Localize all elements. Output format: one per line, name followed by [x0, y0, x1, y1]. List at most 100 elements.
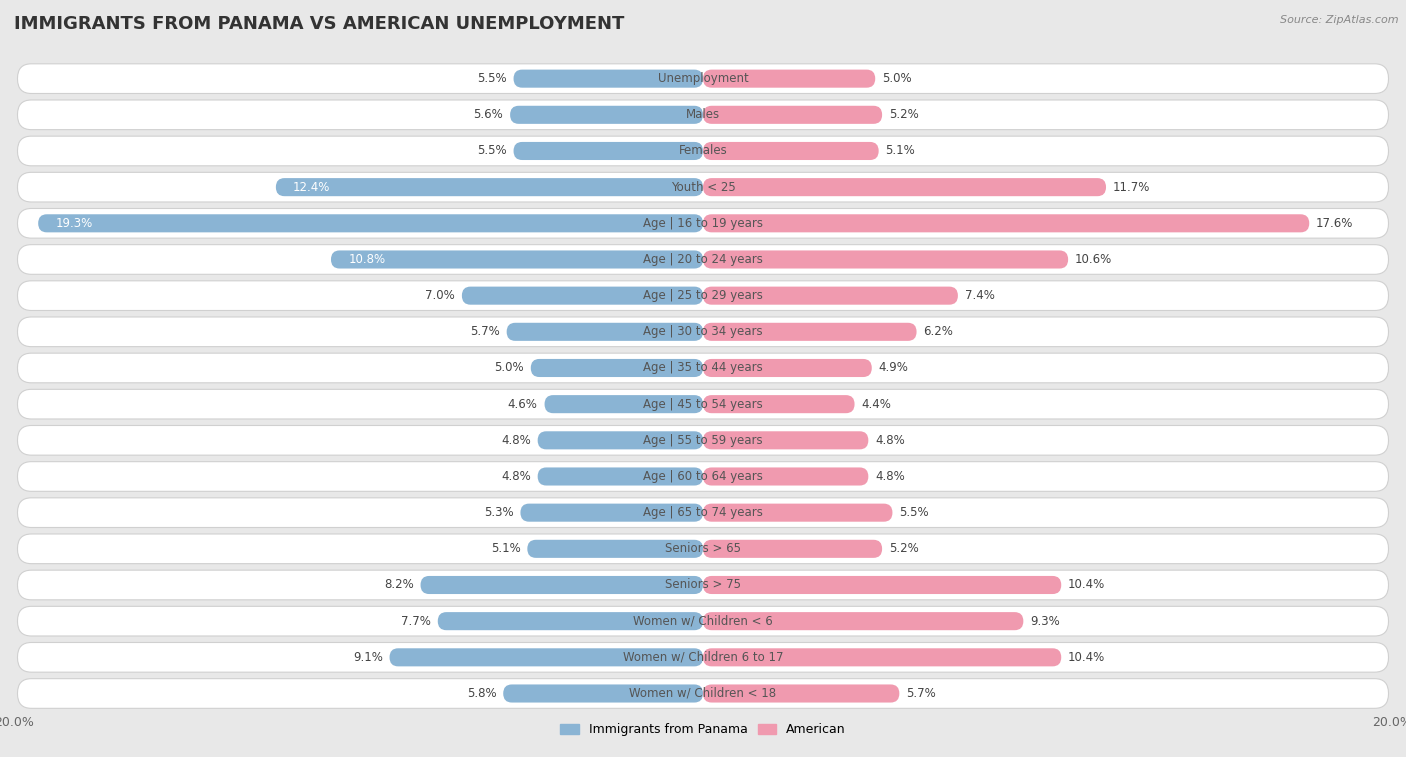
Text: 5.7%: 5.7% [907, 687, 936, 700]
FancyBboxPatch shape [703, 612, 1024, 630]
Text: 10.8%: 10.8% [349, 253, 385, 266]
Text: Seniors > 65: Seniors > 65 [665, 542, 741, 556]
Text: Age | 25 to 29 years: Age | 25 to 29 years [643, 289, 763, 302]
Text: 5.0%: 5.0% [495, 362, 524, 375]
Text: 7.4%: 7.4% [965, 289, 994, 302]
FancyBboxPatch shape [520, 503, 703, 522]
Text: 10.4%: 10.4% [1069, 651, 1105, 664]
Text: 5.2%: 5.2% [889, 542, 918, 556]
Text: 17.6%: 17.6% [1316, 217, 1354, 230]
FancyBboxPatch shape [703, 214, 1309, 232]
Text: 5.5%: 5.5% [900, 506, 929, 519]
Text: 7.7%: 7.7% [401, 615, 430, 628]
FancyBboxPatch shape [513, 142, 703, 160]
FancyBboxPatch shape [17, 498, 1389, 528]
FancyBboxPatch shape [437, 612, 703, 630]
FancyBboxPatch shape [510, 106, 703, 124]
Text: 10.6%: 10.6% [1076, 253, 1112, 266]
FancyBboxPatch shape [17, 679, 1389, 709]
Text: Seniors > 75: Seniors > 75 [665, 578, 741, 591]
Text: 4.6%: 4.6% [508, 397, 537, 410]
Text: 5.8%: 5.8% [467, 687, 496, 700]
Text: 19.3%: 19.3% [55, 217, 93, 230]
FancyBboxPatch shape [17, 317, 1389, 347]
FancyBboxPatch shape [17, 173, 1389, 202]
Text: Age | 35 to 44 years: Age | 35 to 44 years [643, 362, 763, 375]
Text: 11.7%: 11.7% [1114, 181, 1150, 194]
Text: IMMIGRANTS FROM PANAMA VS AMERICAN UNEMPLOYMENT: IMMIGRANTS FROM PANAMA VS AMERICAN UNEMP… [14, 15, 624, 33]
FancyBboxPatch shape [17, 425, 1389, 455]
FancyBboxPatch shape [703, 251, 1069, 269]
FancyBboxPatch shape [537, 431, 703, 450]
Text: 7.0%: 7.0% [425, 289, 456, 302]
FancyBboxPatch shape [703, 395, 855, 413]
FancyBboxPatch shape [537, 468, 703, 485]
FancyBboxPatch shape [703, 576, 1062, 594]
FancyBboxPatch shape [330, 251, 703, 269]
Text: Women w/ Children 6 to 17: Women w/ Children 6 to 17 [623, 651, 783, 664]
FancyBboxPatch shape [527, 540, 703, 558]
FancyBboxPatch shape [531, 359, 703, 377]
Text: Age | 30 to 34 years: Age | 30 to 34 years [643, 326, 763, 338]
Text: Unemployment: Unemployment [658, 72, 748, 85]
FancyBboxPatch shape [17, 354, 1389, 383]
Text: Age | 65 to 74 years: Age | 65 to 74 years [643, 506, 763, 519]
Text: Age | 20 to 24 years: Age | 20 to 24 years [643, 253, 763, 266]
Text: 4.9%: 4.9% [879, 362, 908, 375]
FancyBboxPatch shape [503, 684, 703, 702]
FancyBboxPatch shape [17, 389, 1389, 419]
FancyBboxPatch shape [703, 684, 900, 702]
Text: Age | 16 to 19 years: Age | 16 to 19 years [643, 217, 763, 230]
Text: 5.0%: 5.0% [882, 72, 911, 85]
FancyBboxPatch shape [17, 570, 1389, 600]
FancyBboxPatch shape [703, 468, 869, 485]
Text: 5.7%: 5.7% [470, 326, 499, 338]
FancyBboxPatch shape [703, 359, 872, 377]
FancyBboxPatch shape [17, 245, 1389, 274]
FancyBboxPatch shape [17, 606, 1389, 636]
FancyBboxPatch shape [703, 648, 1062, 666]
Text: Males: Males [686, 108, 720, 121]
FancyBboxPatch shape [38, 214, 703, 232]
Text: 5.3%: 5.3% [484, 506, 513, 519]
FancyBboxPatch shape [17, 208, 1389, 238]
Text: 4.4%: 4.4% [862, 397, 891, 410]
FancyBboxPatch shape [703, 178, 1107, 196]
Text: 12.4%: 12.4% [292, 181, 330, 194]
FancyBboxPatch shape [420, 576, 703, 594]
Text: 6.2%: 6.2% [924, 326, 953, 338]
Text: 10.4%: 10.4% [1069, 578, 1105, 591]
FancyBboxPatch shape [389, 648, 703, 666]
Text: 5.5%: 5.5% [477, 72, 506, 85]
Text: Youth < 25: Youth < 25 [671, 181, 735, 194]
Text: 4.8%: 4.8% [501, 434, 531, 447]
Text: 4.8%: 4.8% [501, 470, 531, 483]
FancyBboxPatch shape [276, 178, 703, 196]
FancyBboxPatch shape [461, 287, 703, 304]
Text: 9.1%: 9.1% [353, 651, 382, 664]
FancyBboxPatch shape [703, 106, 882, 124]
Text: Age | 55 to 59 years: Age | 55 to 59 years [643, 434, 763, 447]
FancyBboxPatch shape [703, 540, 882, 558]
FancyBboxPatch shape [17, 534, 1389, 564]
FancyBboxPatch shape [513, 70, 703, 88]
Text: Age | 60 to 64 years: Age | 60 to 64 years [643, 470, 763, 483]
Text: 4.8%: 4.8% [875, 434, 905, 447]
FancyBboxPatch shape [17, 100, 1389, 129]
FancyBboxPatch shape [703, 142, 879, 160]
FancyBboxPatch shape [17, 643, 1389, 672]
Text: 5.2%: 5.2% [889, 108, 918, 121]
FancyBboxPatch shape [17, 64, 1389, 93]
FancyBboxPatch shape [703, 503, 893, 522]
FancyBboxPatch shape [544, 395, 703, 413]
Text: Age | 45 to 54 years: Age | 45 to 54 years [643, 397, 763, 410]
Text: 5.5%: 5.5% [477, 145, 506, 157]
FancyBboxPatch shape [17, 281, 1389, 310]
Text: Women w/ Children < 18: Women w/ Children < 18 [630, 687, 776, 700]
Text: Source: ZipAtlas.com: Source: ZipAtlas.com [1281, 15, 1399, 25]
Text: 5.1%: 5.1% [886, 145, 915, 157]
FancyBboxPatch shape [17, 462, 1389, 491]
Text: Females: Females [679, 145, 727, 157]
Text: Women w/ Children < 6: Women w/ Children < 6 [633, 615, 773, 628]
FancyBboxPatch shape [703, 70, 875, 88]
